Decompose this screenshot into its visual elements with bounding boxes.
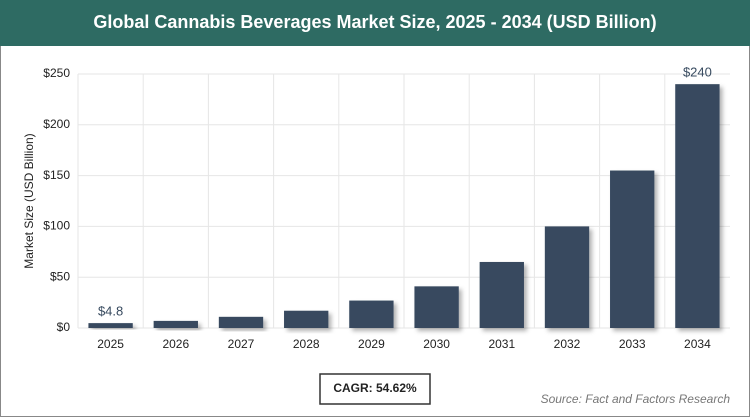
x-tick-label: 2029	[358, 337, 385, 351]
y-tick-label: $200	[43, 117, 70, 131]
bar	[153, 320, 198, 328]
x-tick-label: 2032	[554, 337, 581, 351]
bar	[675, 84, 720, 328]
source: Source: Fact and Factors Research	[541, 392, 731, 406]
y-axis-label: Market Size (USD Billion)	[22, 133, 36, 268]
bar	[218, 316, 264, 328]
bar	[349, 300, 394, 328]
x-tick-label: 2026	[162, 337, 189, 351]
x-tick-label: 2028	[293, 337, 320, 351]
y-tick-label: $50	[50, 269, 70, 283]
x-tick-label: 2030	[423, 337, 450, 351]
title-bar	[0, 0, 750, 46]
x-tick-label: 2027	[228, 337, 255, 351]
chart-title: Global Cannabis Beverages Market Size, 2…	[93, 12, 656, 32]
y-tick-label: $0	[57, 320, 71, 334]
x-tick-label: 2033	[619, 337, 646, 351]
x-tick-label: 2031	[488, 337, 515, 351]
y-tick-label: $100	[43, 219, 70, 233]
bar	[88, 323, 133, 328]
x-tick-label: 2034	[684, 337, 711, 351]
data-label: $4.8	[98, 304, 123, 319]
y-tick-label: $250	[43, 66, 70, 80]
annotation-box	[319, 373, 431, 405]
bar	[479, 261, 524, 328]
bar	[544, 226, 590, 328]
y-tick-label: $150	[43, 168, 70, 182]
bar	[414, 286, 459, 328]
annotation: CAGR: 54.62%	[333, 381, 417, 395]
bar	[284, 310, 329, 328]
data-label: $240	[683, 65, 712, 80]
x-tick-label: 2025	[97, 337, 124, 351]
bar	[610, 170, 655, 328]
